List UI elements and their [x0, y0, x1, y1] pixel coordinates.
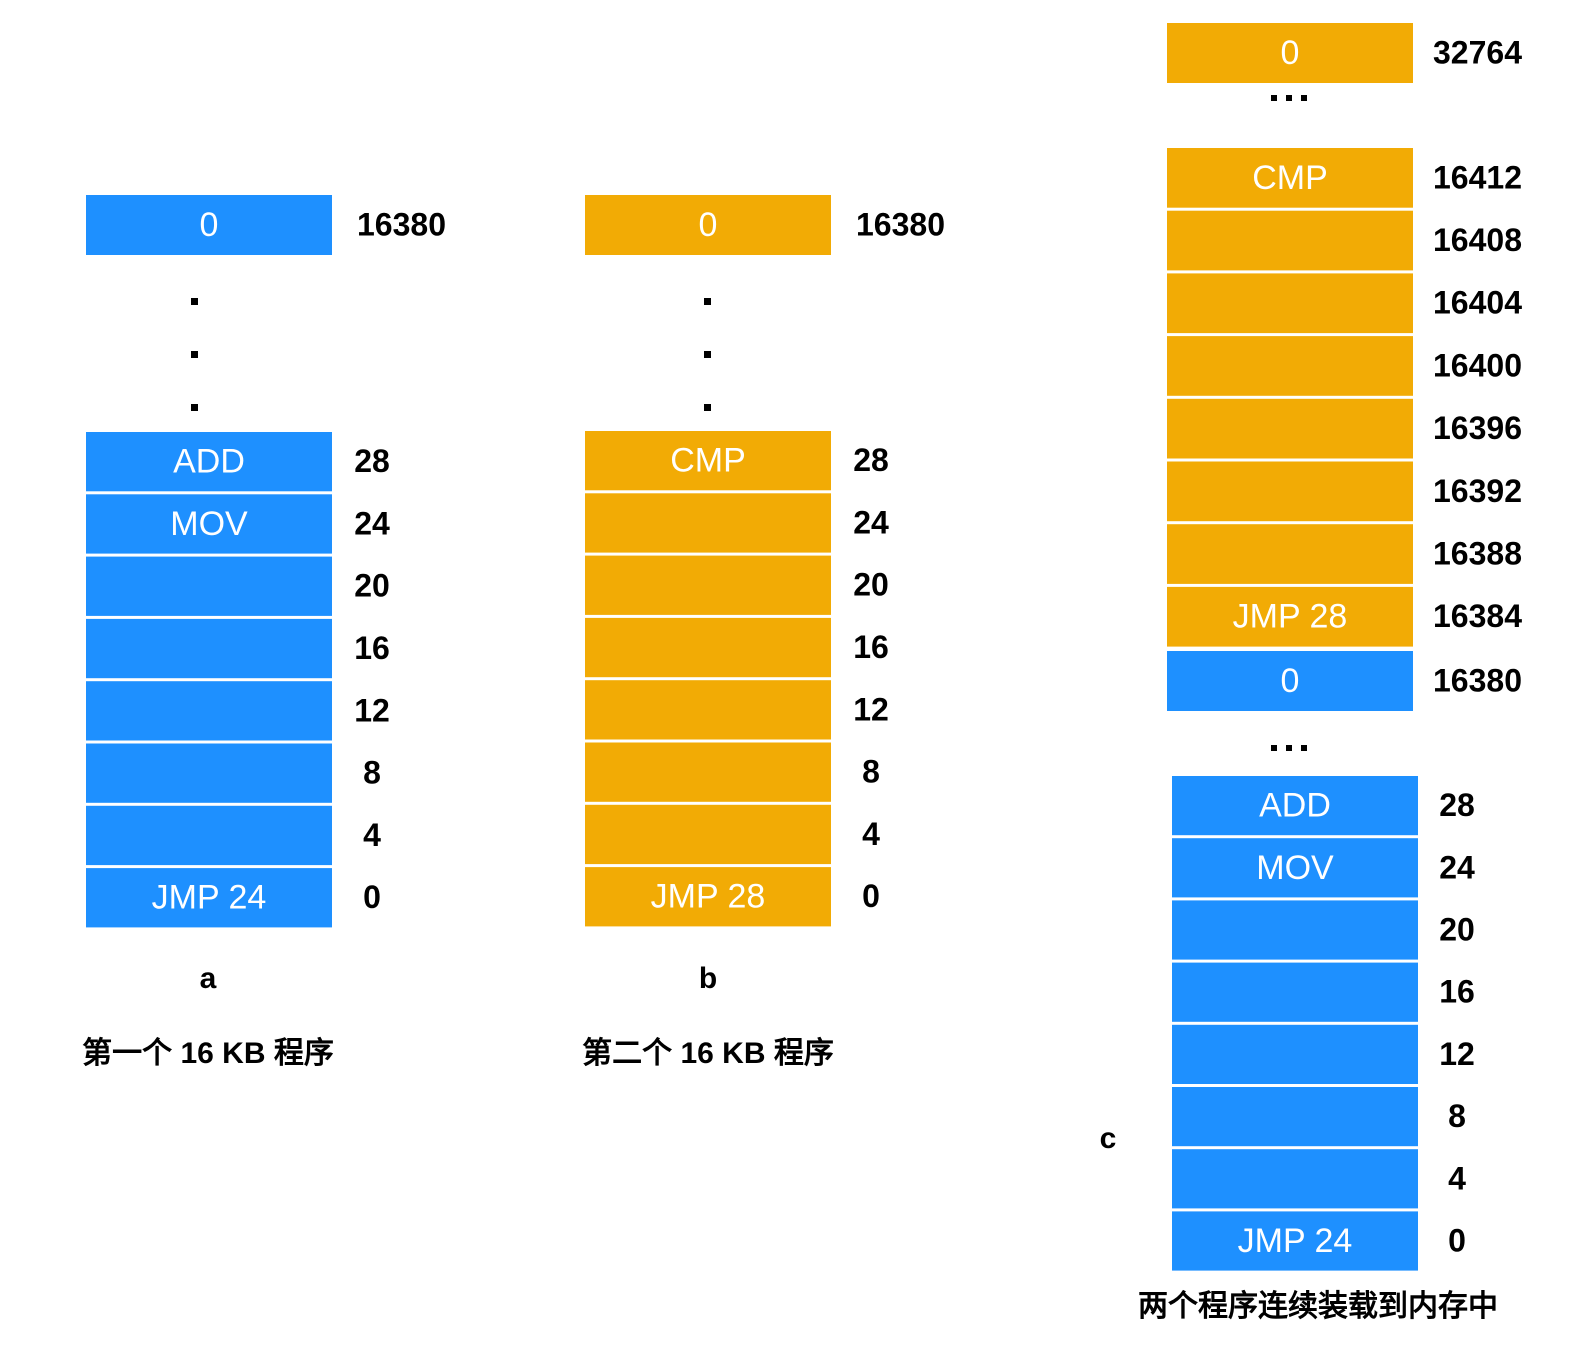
memory-cell: [1172, 962, 1418, 1022]
instruction: CMP: [1252, 159, 1328, 197]
caption: 第二个 16 KB 程序: [582, 1036, 834, 1070]
instruction: ADD: [173, 443, 245, 481]
memory-cell: [585, 804, 831, 865]
address: 16400: [1433, 347, 1522, 383]
memory-cell: [585, 431, 831, 491]
address: 16: [1439, 974, 1475, 1010]
address: 16380: [856, 206, 945, 242]
address: 16: [354, 630, 390, 666]
address: 20: [354, 568, 390, 604]
instruction: 0: [699, 206, 718, 244]
memory-cell: [86, 681, 332, 741]
instruction: CMP: [670, 442, 746, 480]
instruction: JMP 24: [152, 879, 267, 917]
instruction: 0: [200, 206, 219, 244]
memory-cell: [1167, 148, 1413, 208]
address: 16: [853, 629, 889, 665]
caption: 第一个 16 KB 程序: [82, 1036, 334, 1070]
memory-cell: [585, 617, 831, 678]
memory-cell: [86, 432, 332, 492]
memory-cell: [86, 805, 332, 866]
instruction: ADD: [1259, 787, 1331, 825]
address: 24: [853, 504, 889, 540]
address: 8: [363, 755, 381, 791]
address: 16392: [1433, 473, 1522, 509]
memory-cell: [1167, 336, 1413, 396]
memory-cell: [1172, 838, 1418, 898]
memory-cell: [585, 680, 831, 740]
address: 16396: [1433, 410, 1522, 446]
instruction: MOV: [1256, 849, 1334, 887]
memory-cell: [86, 494, 332, 554]
panel-label: a: [200, 962, 217, 995]
memory-cell: [1167, 210, 1413, 271]
address: 4: [363, 817, 381, 853]
memory-cell: [86, 743, 332, 803]
caption: 两个程序连续装载到内存中: [1138, 1289, 1498, 1323]
memory-cell: [1172, 1024, 1418, 1084]
memory-cell: [1172, 1211, 1418, 1271]
memory-cell: [1167, 398, 1413, 459]
memory-cell: [1172, 776, 1418, 836]
instruction: MOV: [170, 505, 248, 543]
memory-cell: [1172, 1087, 1418, 1147]
address: 4: [862, 816, 880, 852]
address: 8: [1448, 1098, 1466, 1134]
instruction: JMP 28: [1233, 598, 1348, 636]
address: 0: [862, 878, 880, 914]
address: 20: [853, 567, 889, 603]
ellipsis: [191, 95, 1307, 751]
memory-cell: [1167, 651, 1413, 711]
memory-cell: [1167, 273, 1413, 334]
address: 16380: [357, 206, 446, 242]
instruction: JMP 24: [1238, 1222, 1353, 1260]
address: 32764: [1433, 34, 1522, 70]
memory-cell: [86, 556, 332, 616]
address: 16380: [1433, 662, 1522, 698]
address: 16404: [1433, 285, 1522, 321]
instruction: 0: [1281, 662, 1300, 700]
address: 8: [862, 754, 880, 790]
address: 28: [354, 443, 390, 479]
memory-cell: [585, 195, 831, 255]
address: 16408: [1433, 222, 1522, 258]
address: 28: [1439, 787, 1475, 823]
memory-cell: [86, 195, 332, 255]
memory-cell: [1167, 23, 1413, 83]
memory-cell: [1167, 586, 1413, 647]
address: 16388: [1433, 536, 1522, 572]
address: 24: [1439, 849, 1475, 885]
memory-cell: [585, 867, 831, 927]
address: 16384: [1433, 598, 1522, 634]
address: 16412: [1433, 159, 1522, 195]
address: 20: [1439, 911, 1475, 947]
address: 28: [853, 442, 889, 478]
address: 12: [853, 691, 889, 727]
panel-label: b: [699, 962, 717, 995]
memory-cell: [86, 618, 332, 679]
address: 12: [354, 692, 390, 728]
address: 12: [1439, 1036, 1475, 1072]
panel-label: c: [1100, 1122, 1117, 1155]
address: 0: [1448, 1222, 1466, 1258]
memory-cell: [585, 742, 831, 802]
address: 4: [1448, 1160, 1466, 1196]
memory-cell: [1172, 1149, 1418, 1209]
memory-cell: [1172, 900, 1418, 960]
instruction: 0: [1281, 34, 1300, 72]
address: 0: [363, 879, 381, 915]
memory-cell: [1167, 461, 1413, 522]
memory-cell: [86, 868, 332, 928]
memory-cell: [1167, 524, 1413, 584]
address: 24: [354, 505, 390, 541]
memory-cell: [585, 493, 831, 553]
memory-cell: [585, 555, 831, 615]
instruction: JMP 28: [651, 878, 766, 916]
